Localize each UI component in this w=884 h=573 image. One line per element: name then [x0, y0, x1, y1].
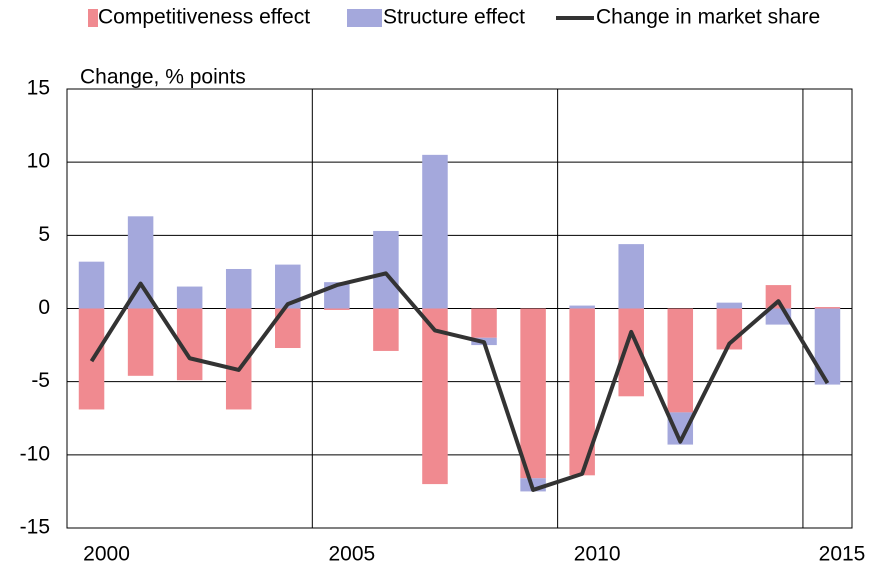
- y-tick-label: 10: [27, 150, 50, 173]
- y-tick-label: 5: [38, 223, 50, 246]
- x-tick-label: 2000: [83, 543, 130, 566]
- y-tick-label: 0: [38, 296, 50, 319]
- y-axis-label: Change, % points: [80, 66, 246, 89]
- bar: [225, 268, 252, 309]
- bar: [373, 230, 399, 309]
- y-tick-label: -5: [31, 369, 50, 392]
- bar: [422, 308, 448, 485]
- legend-label: Structure effect: [383, 6, 525, 29]
- bar: [569, 305, 595, 309]
- y-tick-label: -15: [20, 516, 50, 539]
- y-tick-label: 15: [27, 77, 50, 100]
- legend-swatch: [88, 9, 98, 27]
- bar: [814, 308, 841, 385]
- legend-swatch: [347, 9, 382, 27]
- bar: [127, 308, 154, 376]
- legend-label: Change in market share: [596, 6, 820, 29]
- bar: [814, 307, 841, 309]
- bar: [618, 244, 644, 309]
- x-tick-label: 2010: [574, 543, 621, 566]
- bar: [373, 308, 399, 351]
- legend-label: Competitiveness effect: [98, 6, 310, 29]
- bar: [471, 308, 497, 338]
- bar: [176, 286, 203, 309]
- bar: [667, 308, 694, 413]
- bar: [324, 308, 350, 310]
- bar: [765, 285, 792, 309]
- x-tick-label: 2005: [328, 543, 375, 566]
- bar: [716, 302, 743, 309]
- x-tick-label: 2015: [819, 543, 866, 566]
- bar: [520, 308, 546, 479]
- plot-frame: [66, 88, 853, 529]
- bar: [422, 154, 448, 309]
- y-tick-label: -10: [20, 442, 50, 465]
- bar: [78, 261, 105, 309]
- line: [89, 271, 830, 492]
